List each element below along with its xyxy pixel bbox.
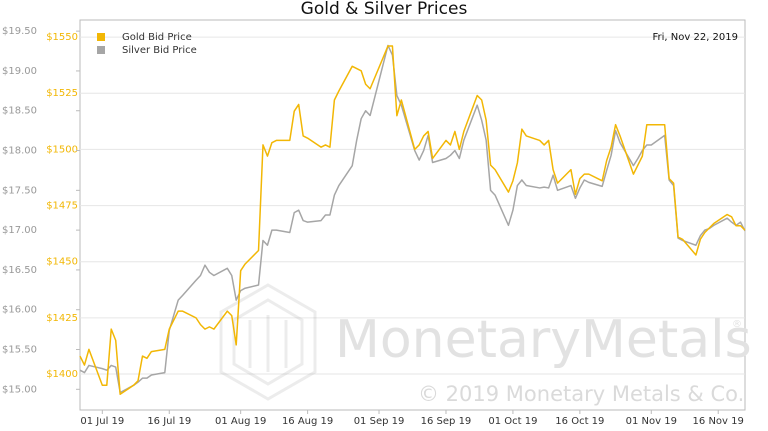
legend-label: Gold Bid Price [122,32,192,43]
series-line [79,44,746,394]
y-tick-label: $15.50 [2,345,37,356]
x-tick-label: 16 Jul 19 [147,416,191,427]
y-tick-label: $17.50 [2,185,37,196]
plot-frame [79,19,746,411]
watermark-logo [219,283,317,401]
y2-tick-label: $1500 [46,144,78,155]
y2-tick-label: $1475 [46,201,78,212]
watermark-mark: ® [732,319,742,330]
y-tick-label: $18.00 [2,146,37,157]
y2-tick-label: $1450 [46,257,78,268]
y2-tick-label: $1550 [46,32,78,43]
y-tick-label: $15.00 [2,384,37,395]
legend-label: Silver Bid Price [122,45,197,56]
legend-swatch [97,46,105,54]
series-line [79,45,746,396]
watermark: MonetaryMetals [335,310,752,370]
y2-tick-label: $1425 [46,313,78,324]
y-tick-label: $19.50 [2,26,37,37]
x-tick-label: 16 Aug 19 [282,416,333,427]
x-tick-label: 01 Aug 19 [215,416,266,427]
x-tick-label: 01 Jul 19 [80,416,124,427]
y-tick-label: $17.00 [2,225,37,236]
y-tick-label: $16.50 [2,265,37,276]
y-tick-label: $18.50 [2,106,37,117]
x-tick-label: 16 Oct 19 [555,416,604,427]
x-tick-label: 16 Nov 19 [693,416,744,427]
x-tick-label: 01 Sep 19 [354,416,405,427]
chart-title: Gold & Silver Prices [301,0,468,19]
copyright: © 2019 Monetary Metals & Co. [418,382,744,406]
y2-tick-label: $1525 [46,88,78,99]
x-tick-label: 01 Nov 19 [626,416,677,427]
x-tick-label: 16 Sep 19 [421,416,472,427]
y2-tick-label: $1400 [46,369,78,380]
y-tick-label: $16.00 [2,305,37,316]
y-tick-label: $19.00 [2,66,37,77]
x-tick-label: 01 Oct 19 [488,416,537,427]
date-label: Fri, Nov 22, 2019 [653,32,739,43]
legend-swatch [97,33,105,41]
